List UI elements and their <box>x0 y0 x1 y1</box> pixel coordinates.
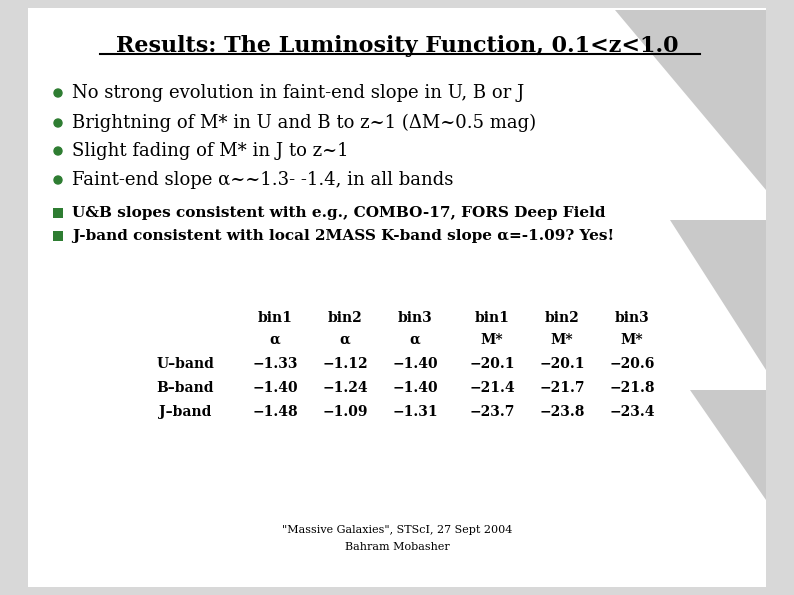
Text: bin2: bin2 <box>328 311 362 325</box>
Text: −1.40: −1.40 <box>392 381 437 395</box>
Polygon shape <box>670 220 766 370</box>
Text: bin2: bin2 <box>545 311 580 325</box>
Text: −1.24: −1.24 <box>322 381 368 395</box>
Circle shape <box>54 147 62 155</box>
Text: −23.4: −23.4 <box>609 405 655 419</box>
Text: J–band: J–band <box>159 405 211 419</box>
Text: bin3: bin3 <box>615 311 649 325</box>
Bar <box>53 231 63 241</box>
Text: Faint-end slope α~~1.3- -1.4, in all bands: Faint-end slope α~~1.3- -1.4, in all ban… <box>72 171 453 189</box>
Text: bin1: bin1 <box>257 311 292 325</box>
Text: −23.8: −23.8 <box>539 405 584 419</box>
Text: bin3: bin3 <box>398 311 433 325</box>
Text: U&B slopes consistent with e.g., COMBO-17, FORS Deep Field: U&B slopes consistent with e.g., COMBO-1… <box>72 206 606 220</box>
Text: −20.6: −20.6 <box>609 357 655 371</box>
Text: J-band consistent with local 2MASS K-band slope α=-1.09? Yes!: J-band consistent with local 2MASS K-ban… <box>72 229 614 243</box>
Text: Results: The Luminosity Function, 0.1<z<1.0: Results: The Luminosity Function, 0.1<z<… <box>116 35 678 57</box>
Text: α: α <box>410 333 420 347</box>
Text: −20.1: −20.1 <box>469 357 515 371</box>
Text: −1.31: −1.31 <box>392 405 437 419</box>
Text: U–band: U–band <box>156 357 214 371</box>
Text: Brightning of M* in U and B to z~1 (ΔM~0.5 mag): Brightning of M* in U and B to z~1 (ΔM~0… <box>72 114 536 132</box>
Text: −1.33: −1.33 <box>252 357 298 371</box>
Text: −21.8: −21.8 <box>609 381 655 395</box>
Text: No strong evolution in faint-end slope in U, B or J: No strong evolution in faint-end slope i… <box>72 84 524 102</box>
Text: bin1: bin1 <box>475 311 510 325</box>
Text: −1.40: −1.40 <box>392 357 437 371</box>
Text: −21.4: −21.4 <box>469 381 515 395</box>
Text: −20.1: −20.1 <box>539 357 584 371</box>
Circle shape <box>54 119 62 127</box>
Text: "Massive Galaxies", STScI, 27 Sept 2004: "Massive Galaxies", STScI, 27 Sept 2004 <box>282 525 512 535</box>
Bar <box>53 208 63 218</box>
Circle shape <box>54 89 62 97</box>
Text: −1.09: −1.09 <box>322 405 368 419</box>
Text: M*: M* <box>551 333 573 347</box>
Text: −23.7: −23.7 <box>469 405 515 419</box>
Text: −21.7: −21.7 <box>539 381 584 395</box>
Circle shape <box>54 176 62 184</box>
Text: Slight fading of M* in J to z~1: Slight fading of M* in J to z~1 <box>72 142 349 160</box>
Text: −1.48: −1.48 <box>252 405 298 419</box>
Text: −1.12: −1.12 <box>322 357 368 371</box>
Text: B–band: B–band <box>156 381 214 395</box>
Polygon shape <box>690 390 766 500</box>
Polygon shape <box>615 10 766 190</box>
Text: α: α <box>340 333 350 347</box>
Text: M*: M* <box>621 333 643 347</box>
Text: M*: M* <box>480 333 503 347</box>
Text: −1.40: −1.40 <box>252 381 298 395</box>
Text: Bahram Mobasher: Bahram Mobasher <box>345 542 449 552</box>
Text: α: α <box>270 333 280 347</box>
